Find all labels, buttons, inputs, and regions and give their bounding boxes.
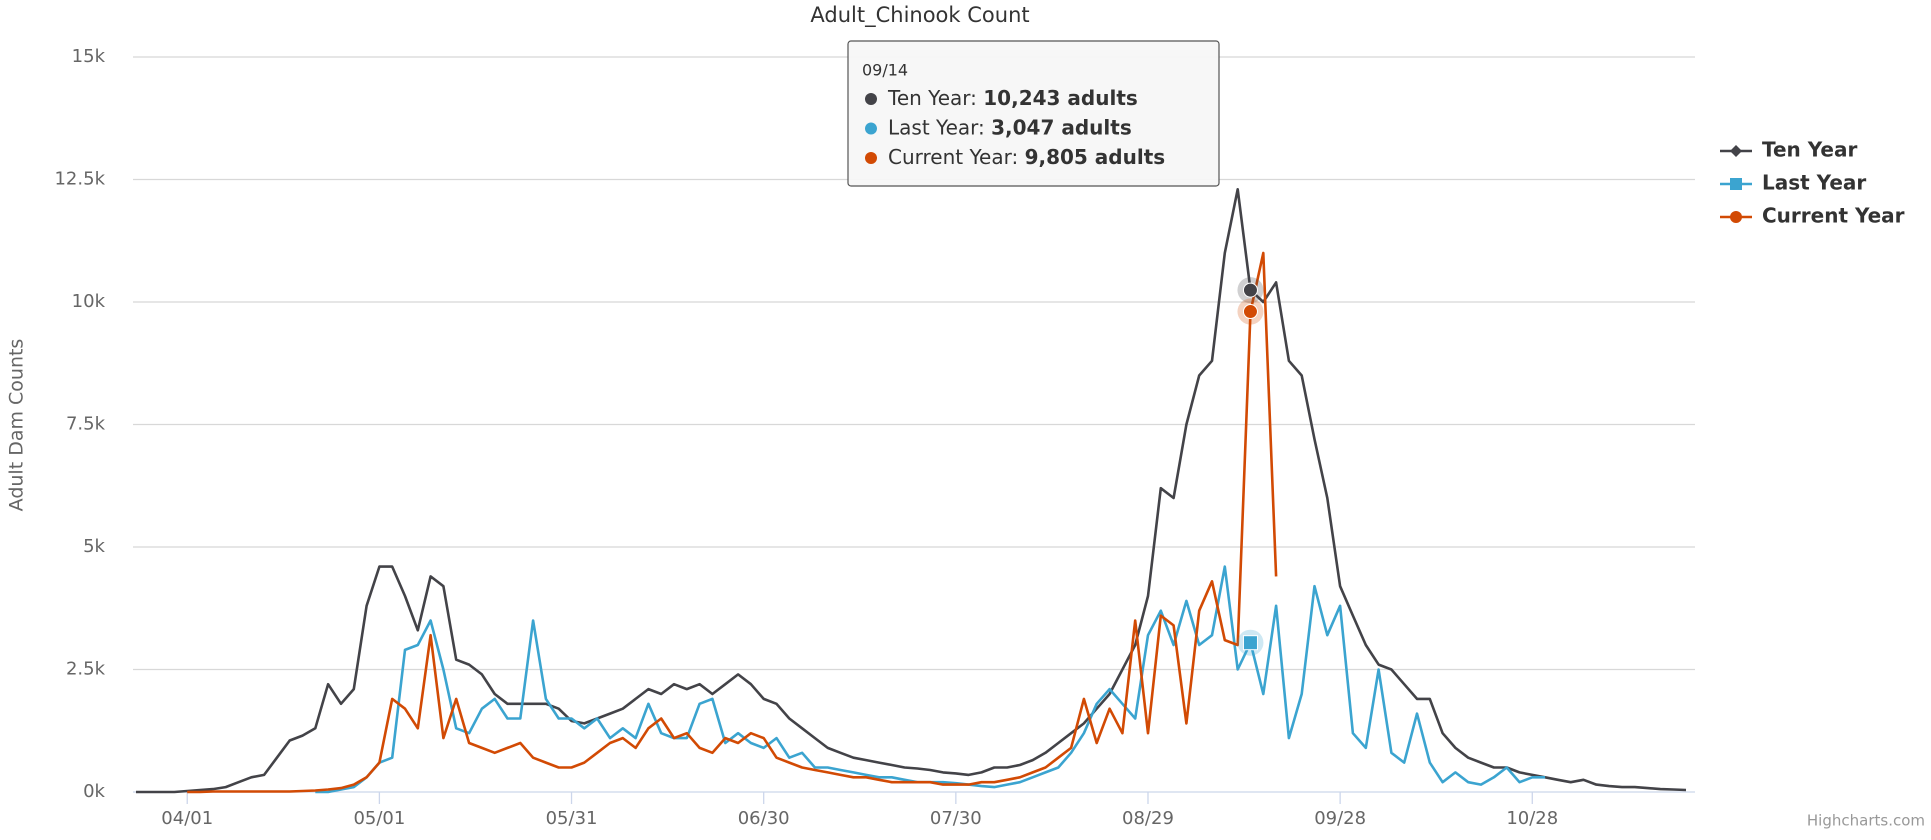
tooltip-separator: :	[970, 86, 983, 110]
tooltip-name: Last Year	[888, 115, 979, 139]
legend-symbol-marker	[1730, 178, 1742, 190]
y-tick-label: 10k	[72, 291, 106, 312]
tooltip-separator: :	[978, 115, 991, 139]
x-tick-label: 06/30	[738, 808, 790, 829]
series-line	[187, 251, 1278, 794]
hover-marker	[1242, 304, 1258, 320]
series-line	[136, 188, 1687, 794]
tooltip-bullet	[865, 122, 877, 135]
tooltip-box	[847, 40, 1220, 187]
tooltip: 09/14 Ten Year: 10,243 adults Last Year: …	[847, 40, 1220, 187]
legend: Ten Year Last Year Current Year	[1720, 138, 1905, 228]
tooltip-line: Ten Year: 10,243 adults	[887, 86, 1138, 110]
y-tick-label: 7.5k	[66, 414, 106, 435]
x-tick-label: 05/01	[353, 808, 405, 829]
legend-label[interactable]: Current Year	[1762, 204, 1905, 228]
tooltip-line: Last Year: 3,047 adults	[888, 115, 1132, 139]
y-tick-label: 12.5k	[54, 169, 105, 190]
tooltip-separator: :	[1011, 145, 1024, 169]
grid: 0k 2.5k 5k 7.5k 10k 12.5k 15k 04/01 05/01 05/31 06…	[54, 46, 1695, 829]
chart-title: Adult_Chinook Count	[810, 3, 1029, 28]
x-tick-label: 04/01	[161, 808, 213, 829]
tooltip-value: 9,805 adults	[1025, 145, 1166, 169]
credit[interactable]: Highcharts.com	[1807, 812, 1925, 830]
legend-symbol-marker	[1730, 145, 1742, 157]
y-tick-label: 2.5k	[66, 659, 106, 680]
x-tick-label: 10/28	[1506, 808, 1558, 829]
tooltip-title: 09/14	[862, 61, 908, 80]
tooltip-name: Current Year	[888, 145, 1013, 169]
x-tick-label: 05/31	[546, 808, 598, 829]
y-tick-label: 5k	[83, 536, 105, 557]
x-tick-label: 08/29	[1122, 808, 1174, 829]
tooltip-value: 10,243 adults	[983, 86, 1138, 110]
legend-label[interactable]: Ten Year	[1762, 138, 1857, 162]
tooltip-bullet	[865, 152, 877, 164]
hover-markers	[1237, 277, 1264, 656]
hover-marker	[1242, 635, 1258, 651]
tooltip-name: Ten Year	[887, 86, 971, 110]
legend-label[interactable]: Last Year	[1762, 171, 1866, 195]
y-tick-label: 0k	[83, 781, 105, 802]
hover-marker	[1242, 282, 1258, 298]
y-axis-title: Adult Dam Counts	[6, 339, 28, 512]
tooltip-line: Current Year: 9,805 adults	[888, 145, 1165, 169]
legend-symbol-marker	[1730, 211, 1742, 223]
y-tick-label: 15k	[72, 46, 106, 67]
tooltip-value: 3,047 adults	[991, 115, 1132, 139]
x-tick-label: 09/28	[1314, 808, 1366, 829]
lines	[136, 188, 1687, 794]
x-tick-label: 07/30	[930, 808, 982, 829]
tooltip-bullet	[865, 93, 877, 105]
